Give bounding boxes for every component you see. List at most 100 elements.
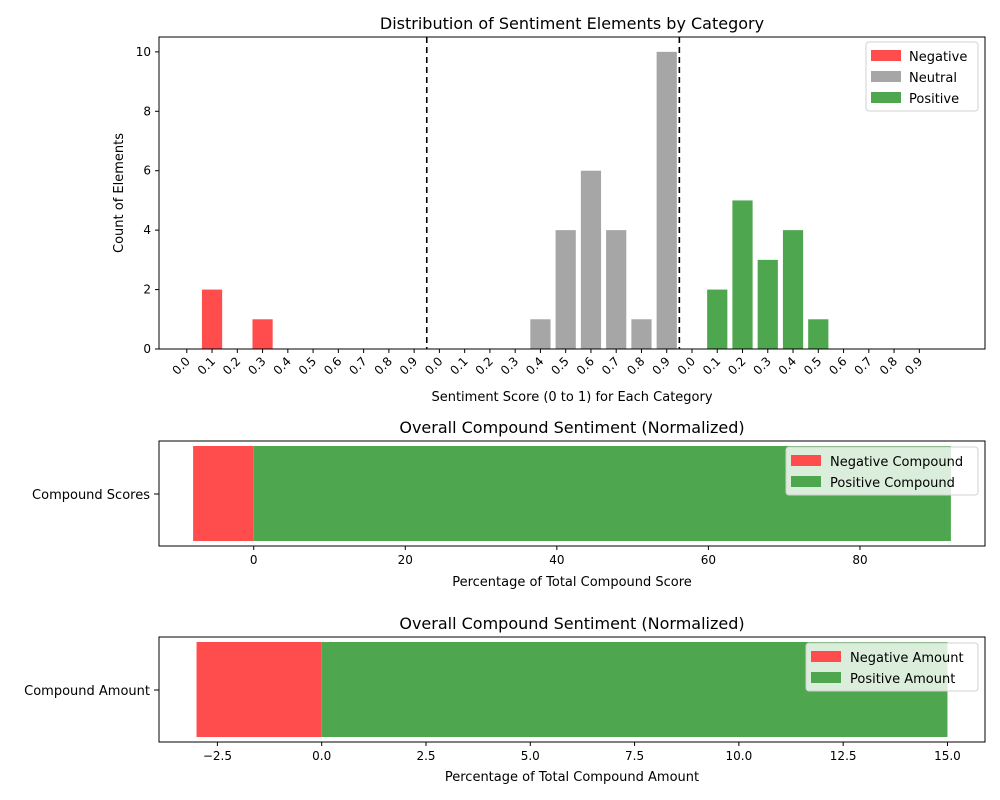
chart1-y-axis: 0 2 4 6 8 10 xyxy=(136,45,159,356)
chart3-category-label: Compound Amount xyxy=(24,684,150,699)
legend-label-negative: Negative xyxy=(909,50,967,65)
x-tick-label: 0.7 xyxy=(599,354,622,377)
legend-label-positive-amount: Positive Amount xyxy=(850,672,955,687)
legend-swatch-positive xyxy=(871,92,901,103)
chart2-legend-box xyxy=(785,446,979,496)
x-tick-label: 0.4 xyxy=(523,354,546,377)
chart1-x-axis: 0.0 0.1 0.2 0.3 0.4 0.5 0.6 0.7 0.8 0.9 0.0 0.1 0.2 0… xyxy=(170,349,925,378)
legend-label-positive-compound: Positive Compound xyxy=(830,476,955,491)
bar-positive-0.3 xyxy=(757,259,778,349)
legend-swatch-neutral xyxy=(871,71,901,82)
bar-neutral-0.9 xyxy=(656,51,677,349)
x-tick-label: 0.0 xyxy=(675,354,698,377)
x-tick-label: 0.6 xyxy=(826,354,849,377)
legend-swatch-negative-amount xyxy=(811,651,841,662)
distribution-chart: Distribution of Sentiment Elements by Ca… xyxy=(112,14,986,405)
x-tick-label: −2.5 xyxy=(203,749,232,763)
x-tick-label: 0.0 xyxy=(312,749,331,763)
compound-amount-chart: Overall Compound Sentiment (Normalized) … xyxy=(24,614,986,785)
x-tick-label: 60 xyxy=(701,553,716,567)
x-tick-label: 0.5 xyxy=(801,354,824,377)
bar-neutral-0.7 xyxy=(606,230,627,349)
legend-swatch-positive-amount xyxy=(811,672,841,683)
chart3-title: Overall Compound Sentiment (Normalized) xyxy=(399,614,744,633)
bar-neutral-0.6 xyxy=(580,170,602,349)
x-tick-label: 0.1 xyxy=(700,354,723,377)
chart1-ylabel: Count of Elements xyxy=(112,133,127,253)
x-tick-label: 0.2 xyxy=(473,354,496,377)
chart1-xlabel: Sentiment Score (0 to 1) for Each Catego… xyxy=(431,390,712,405)
legend-label-neutral: Neutral xyxy=(909,71,957,86)
x-tick-label: 0.2 xyxy=(725,354,748,377)
bar-negative xyxy=(196,642,322,737)
bar-negative-0.3 xyxy=(252,319,273,349)
x-tick-label: 0.3 xyxy=(245,354,268,377)
x-tick-label: 0.5 xyxy=(296,354,319,377)
x-tick-label: 0 xyxy=(250,553,258,567)
chart3-legend-box xyxy=(805,642,979,692)
y-tick-label: 8 xyxy=(143,104,151,118)
x-tick-label: 10.0 xyxy=(726,749,753,763)
x-tick-label: 7.5 xyxy=(625,749,644,763)
chart3-xlabel: Percentage of Total Compound Amount xyxy=(445,770,699,785)
chart3-x-axis: −2.5 0.0 2.5 5.0 7.5 10.0 12.5 15.0 xyxy=(203,742,961,763)
legend-label-positive: Positive xyxy=(909,92,959,107)
x-tick-label: 0.1 xyxy=(195,354,218,377)
legend-swatch-positive-compound xyxy=(791,476,821,487)
x-tick-label: 0.0 xyxy=(170,354,193,377)
y-tick-label: 6 xyxy=(143,164,151,178)
bar-neutral-0.4 xyxy=(530,319,551,349)
x-tick-label: 20 xyxy=(398,553,413,567)
chart2-xlabel: Percentage of Total Compound Score xyxy=(452,575,692,590)
compound-score-chart: Overall Compound Sentiment (Normalized) … xyxy=(32,418,986,590)
x-tick-label: 12.5 xyxy=(830,749,857,763)
chart1-bars xyxy=(201,51,829,349)
x-tick-label: 0.4 xyxy=(271,354,294,377)
x-tick-label: 0.6 xyxy=(574,354,597,377)
bar-positive-0.4 xyxy=(782,230,804,349)
x-tick-label: 0.9 xyxy=(649,354,672,377)
chart1-title: Distribution of Sentiment Elements by Ca… xyxy=(380,14,764,33)
legend-swatch-negative xyxy=(871,50,901,61)
bar-positive-0.1 xyxy=(707,289,728,349)
y-tick-label: 0 xyxy=(143,342,151,356)
bar-negative xyxy=(193,446,254,541)
legend-swatch-negative-compound xyxy=(791,455,821,466)
bar-neutral-0.5 xyxy=(555,230,576,349)
bar-positive-0.5 xyxy=(808,319,829,349)
x-tick-label: 0.9 xyxy=(902,354,925,377)
x-tick-label: 0.7 xyxy=(346,354,369,377)
x-tick-label: 15.0 xyxy=(934,749,961,763)
x-tick-label: 0.8 xyxy=(877,354,900,377)
x-tick-label: 0.1 xyxy=(447,354,470,377)
bar-negative-0.1 xyxy=(201,289,223,349)
y-tick-label: 4 xyxy=(143,223,151,237)
bar-positive-0.2 xyxy=(732,200,753,349)
chart1-category-dividers xyxy=(425,37,681,349)
x-tick-label: 2.5 xyxy=(416,749,435,763)
x-tick-label: 0.9 xyxy=(397,354,420,377)
x-tick-label: 0.8 xyxy=(624,354,647,377)
x-tick-label: 40 xyxy=(549,553,564,567)
chart2-title: Overall Compound Sentiment (Normalized) xyxy=(399,418,744,437)
x-tick-label: 0.5 xyxy=(548,354,571,377)
x-tick-label: 0.6 xyxy=(321,354,344,377)
x-tick-label: 0.4 xyxy=(776,354,799,377)
chart2-category-label: Compound Scores xyxy=(32,488,150,503)
y-tick-label: 10 xyxy=(136,45,151,59)
x-tick-label: 5.0 xyxy=(521,749,540,763)
y-tick-label: 2 xyxy=(143,283,151,297)
legend-label-negative-amount: Negative Amount xyxy=(850,651,964,666)
x-tick-label: 0.0 xyxy=(422,354,445,377)
legend-label-negative-compound: Negative Compound xyxy=(830,455,963,470)
bar-neutral-0.8 xyxy=(631,319,652,349)
chart2-legend: Negative Compound Positive Compound xyxy=(785,446,979,496)
x-tick-label: 0.7 xyxy=(852,354,875,377)
chart3-legend: Negative Amount Positive Amount xyxy=(805,642,979,692)
chart1-legend: Negative Neutral Positive xyxy=(865,41,979,112)
chart2-x-axis: 0 20 40 60 80 xyxy=(250,546,868,567)
x-tick-label: 0.8 xyxy=(372,354,395,377)
x-tick-label: 0.3 xyxy=(498,354,521,377)
x-tick-label: 0.3 xyxy=(750,354,773,377)
